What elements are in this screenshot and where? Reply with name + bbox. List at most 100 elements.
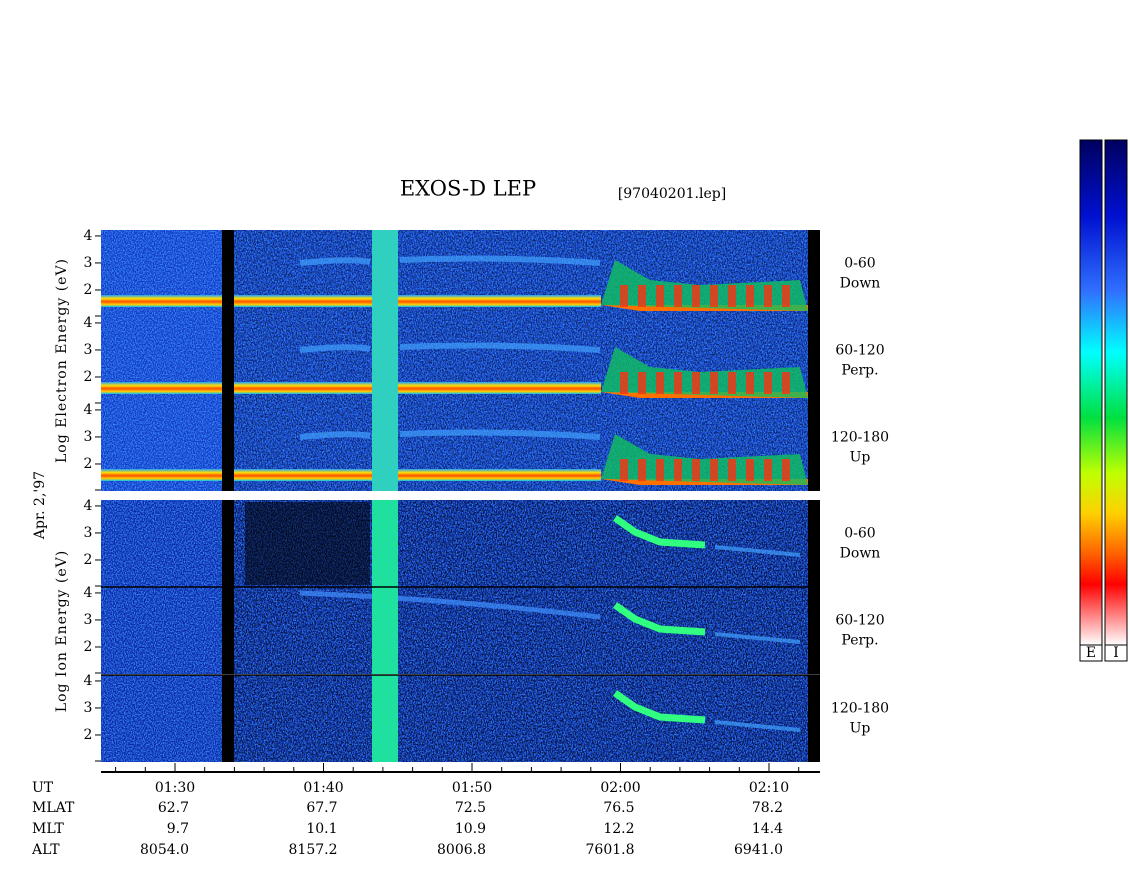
precipitation <box>782 372 790 394</box>
y-tick-label: 2 <box>84 456 93 472</box>
y-tick-label: 3 <box>84 700 93 716</box>
y-tick-label: 2 <box>84 639 93 655</box>
colorbar <box>1104 139 1128 646</box>
precipitation <box>728 285 736 307</box>
x-tick-label: 02:00 <box>600 780 640 796</box>
precipitation <box>620 285 628 307</box>
date-label: Apr. 2,'97 <box>32 471 48 540</box>
band-streak <box>299 255 601 266</box>
precipitation <box>728 459 736 481</box>
precipitation <box>764 372 772 394</box>
data-gap <box>808 675 820 762</box>
precipitation <box>674 372 682 394</box>
precipitation <box>692 372 700 394</box>
orbit-value: 9.7 <box>167 821 189 837</box>
colorbar-label-box <box>1104 644 1128 662</box>
data-gap <box>222 675 234 762</box>
y-tick-label: 2 <box>84 552 93 568</box>
precipitation <box>746 285 754 307</box>
dark-region <box>245 502 370 585</box>
row-label: ALT <box>31 842 60 858</box>
precipitation <box>656 459 664 481</box>
x-tick-label: 01:50 <box>452 780 492 796</box>
colorbar <box>1079 139 1103 646</box>
orbit-value: 10.1 <box>306 821 337 837</box>
low-energy-band <box>101 469 601 481</box>
precipitation <box>601 434 808 485</box>
precipitation <box>620 459 628 481</box>
y-tick-label: 2 <box>84 282 93 298</box>
ion-streak <box>714 545 801 557</box>
panel-speckle <box>234 587 814 674</box>
row-label: MLT <box>32 821 64 837</box>
orbit-value: 8006.8 <box>437 842 486 858</box>
precipitation <box>656 372 664 394</box>
spectrogram-panel <box>101 230 820 317</box>
data-gap <box>808 230 820 317</box>
ion-streak <box>714 720 801 732</box>
low-energy-band <box>101 295 601 307</box>
precipitation <box>728 372 736 394</box>
band-streak <box>299 342 601 353</box>
calibration-strip <box>372 230 398 317</box>
precipitation <box>710 285 718 307</box>
precipitation <box>674 285 682 307</box>
spectrogram-panel <box>101 500 820 587</box>
precipitation <box>764 459 772 481</box>
y-tick-label: 4 <box>84 228 93 244</box>
precipitation <box>782 285 790 307</box>
axis-label: Log Ion Energy (eV) <box>54 550 70 712</box>
precipitation <box>601 260 808 311</box>
precipitation <box>782 459 790 481</box>
precipitation <box>638 372 646 394</box>
precipitation <box>601 347 808 398</box>
low-energy-band <box>101 382 601 394</box>
orbit-value: 6941.0 <box>734 842 783 858</box>
spectrogram-panel <box>101 404 820 491</box>
panel-label: 0-60 <box>844 256 875 272</box>
precipitation <box>746 372 754 394</box>
calibration-strip <box>372 587 398 674</box>
colorbar-label-box <box>1079 644 1103 662</box>
ion-streak <box>612 602 706 636</box>
orbit-value: 8157.2 <box>289 842 338 858</box>
panel-label: 0-60 <box>844 526 875 542</box>
panel-label: 120-180 <box>831 430 889 446</box>
precipitation <box>764 285 772 307</box>
orbit-value: 7601.8 <box>586 842 635 858</box>
precipitation <box>692 285 700 307</box>
data-gap <box>222 404 234 491</box>
panel-label: Down <box>840 276 881 292</box>
orbit-value: 72.5 <box>455 800 486 816</box>
title: EXOS-D LEP <box>400 177 536 201</box>
precipitation <box>638 285 646 307</box>
y-tick-label: 3 <box>84 255 93 271</box>
x-tick-label: 01:40 <box>303 780 343 796</box>
calibration-strip <box>372 500 398 587</box>
precipitation <box>710 372 718 394</box>
panel-label: Perp. <box>841 633 878 649</box>
calibration-strip <box>372 317 398 404</box>
spectrogram-panel <box>101 674 820 762</box>
precipitation <box>620 372 628 394</box>
orbit-value: 78.2 <box>752 800 783 816</box>
precipitation <box>656 285 664 307</box>
orbit-value: 8054.0 <box>140 842 189 858</box>
data-gap <box>222 317 234 404</box>
band-streak <box>299 429 601 440</box>
precipitation <box>710 459 718 481</box>
precipitation <box>692 459 700 481</box>
x-tick-label: 01:30 <box>155 780 195 796</box>
precipitation <box>674 459 682 481</box>
y-tick-label: 4 <box>84 402 93 418</box>
orbit-value: 10.9 <box>455 821 486 837</box>
orbit-value: 62.7 <box>158 800 189 816</box>
spectrogram-panel <box>101 586 820 674</box>
colorbar-label: I <box>1113 645 1119 661</box>
orbit-value: 12.2 <box>603 821 634 837</box>
orbit-value: 67.7 <box>306 800 337 816</box>
ion-streak <box>714 632 801 644</box>
y-tick-label: 4 <box>84 315 93 331</box>
y-tick-label: 3 <box>84 612 93 628</box>
